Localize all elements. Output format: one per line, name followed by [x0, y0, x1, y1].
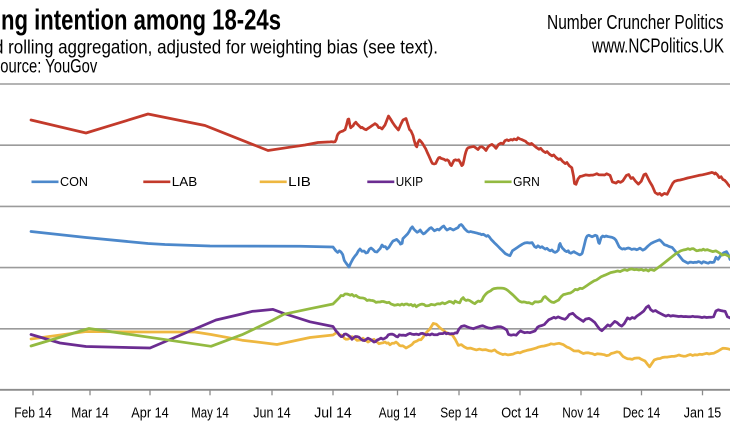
svg-text:Mar 14: Mar 14 [71, 404, 109, 421]
svg-text:CON: CON [60, 175, 88, 189]
svg-text:www.NCPolitics.UK: www.NCPolitics.UK [591, 36, 724, 58]
svg-text:Jul 14: Jul 14 [314, 404, 352, 421]
svg-text:Feb 14: Feb 14 [14, 404, 52, 421]
svg-text:Nov 14: Nov 14 [562, 404, 600, 421]
svg-text:Jan 15: Jan 15 [684, 404, 722, 421]
svg-text:ng intention among 18-24s: ng intention among 18-24s [1, 5, 281, 37]
svg-text:d rolling aggregation, adjuste: d rolling aggregation, adjusted for weig… [0, 37, 438, 58]
svg-text:LAB: LAB [172, 175, 198, 189]
svg-text:Number Cruncher Politics: Number Cruncher Politics [547, 12, 724, 34]
svg-text:Dec 14: Dec 14 [623, 404, 661, 421]
svg-text:GRN: GRN [513, 175, 540, 189]
svg-text:LIB: LIB [288, 175, 311, 189]
svg-text:ource: YouGov: ource: YouGov [0, 56, 97, 77]
svg-text:Aug 14: Aug 14 [379, 404, 417, 421]
svg-text:May 14: May 14 [191, 404, 229, 421]
svg-text:Oct 14: Oct 14 [501, 404, 539, 421]
svg-text:Sep 14: Sep 14 [440, 404, 478, 421]
svg-text:Jun 14: Jun 14 [253, 404, 291, 421]
svg-text:Apr 14: Apr 14 [131, 404, 169, 421]
svg-text:UKIP: UKIP [396, 175, 423, 189]
